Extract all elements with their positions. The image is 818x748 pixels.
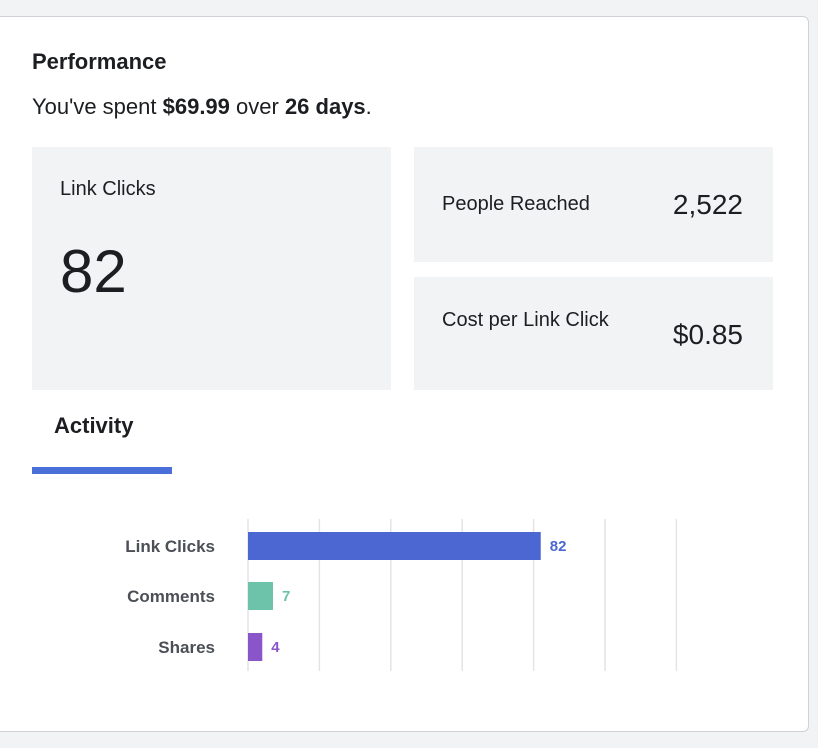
value-label-comments: 7 bbox=[282, 588, 290, 605]
category-label-link-clicks: Link Clicks bbox=[125, 537, 215, 556]
bar-comments[interactable] bbox=[248, 582, 273, 610]
value-label-link-clicks: 82 bbox=[550, 538, 567, 555]
performance-card: Performance You've spent $69.99 over 26 … bbox=[0, 16, 809, 732]
performance-title: Performance bbox=[32, 49, 167, 74]
people-reached-tile: People Reached 2,522 bbox=[414, 147, 773, 262]
value-label-shares: 4 bbox=[271, 639, 280, 656]
people-reached-label: People Reached bbox=[442, 193, 590, 215]
category-label-shares: Shares bbox=[158, 638, 215, 657]
spend-days: 26 days bbox=[284, 94, 366, 119]
bar-shares[interactable] bbox=[248, 633, 263, 661]
cost-per-click-tile: Cost per Link Click $0.85 bbox=[414, 277, 773, 390]
people-reached-value: 2,522 bbox=[672, 189, 743, 220]
tab-active-indicator bbox=[32, 467, 172, 474]
spend-summary: You've spent $69.99 over 26 days. bbox=[32, 92, 372, 122]
activity-chart-svg: Link Clicks 82 Comments 7 Shares 4 bbox=[125, 519, 678, 671]
spend-prefix: You've spent bbox=[32, 94, 163, 119]
cost-per-click-value: $0.85 bbox=[672, 319, 743, 350]
tab-activity[interactable]: Activity bbox=[54, 413, 134, 438]
spend-amount: $69.99 bbox=[162, 94, 230, 119]
bar-link-clicks[interactable] bbox=[248, 532, 541, 560]
activity-chart: Link Clicks 82 Comments 7 Shares 4 bbox=[0, 517, 809, 677]
cost-per-click-label: Cost per Link Click bbox=[442, 309, 609, 331]
link-clicks-tile: Link Clicks 82 bbox=[32, 147, 391, 390]
link-clicks-label: Link Clicks bbox=[60, 178, 156, 200]
spend-middle: over bbox=[229, 94, 285, 119]
spend-suffix: . bbox=[365, 94, 372, 119]
category-label-comments: Comments bbox=[127, 587, 215, 606]
link-clicks-value: 82 bbox=[60, 238, 127, 305]
